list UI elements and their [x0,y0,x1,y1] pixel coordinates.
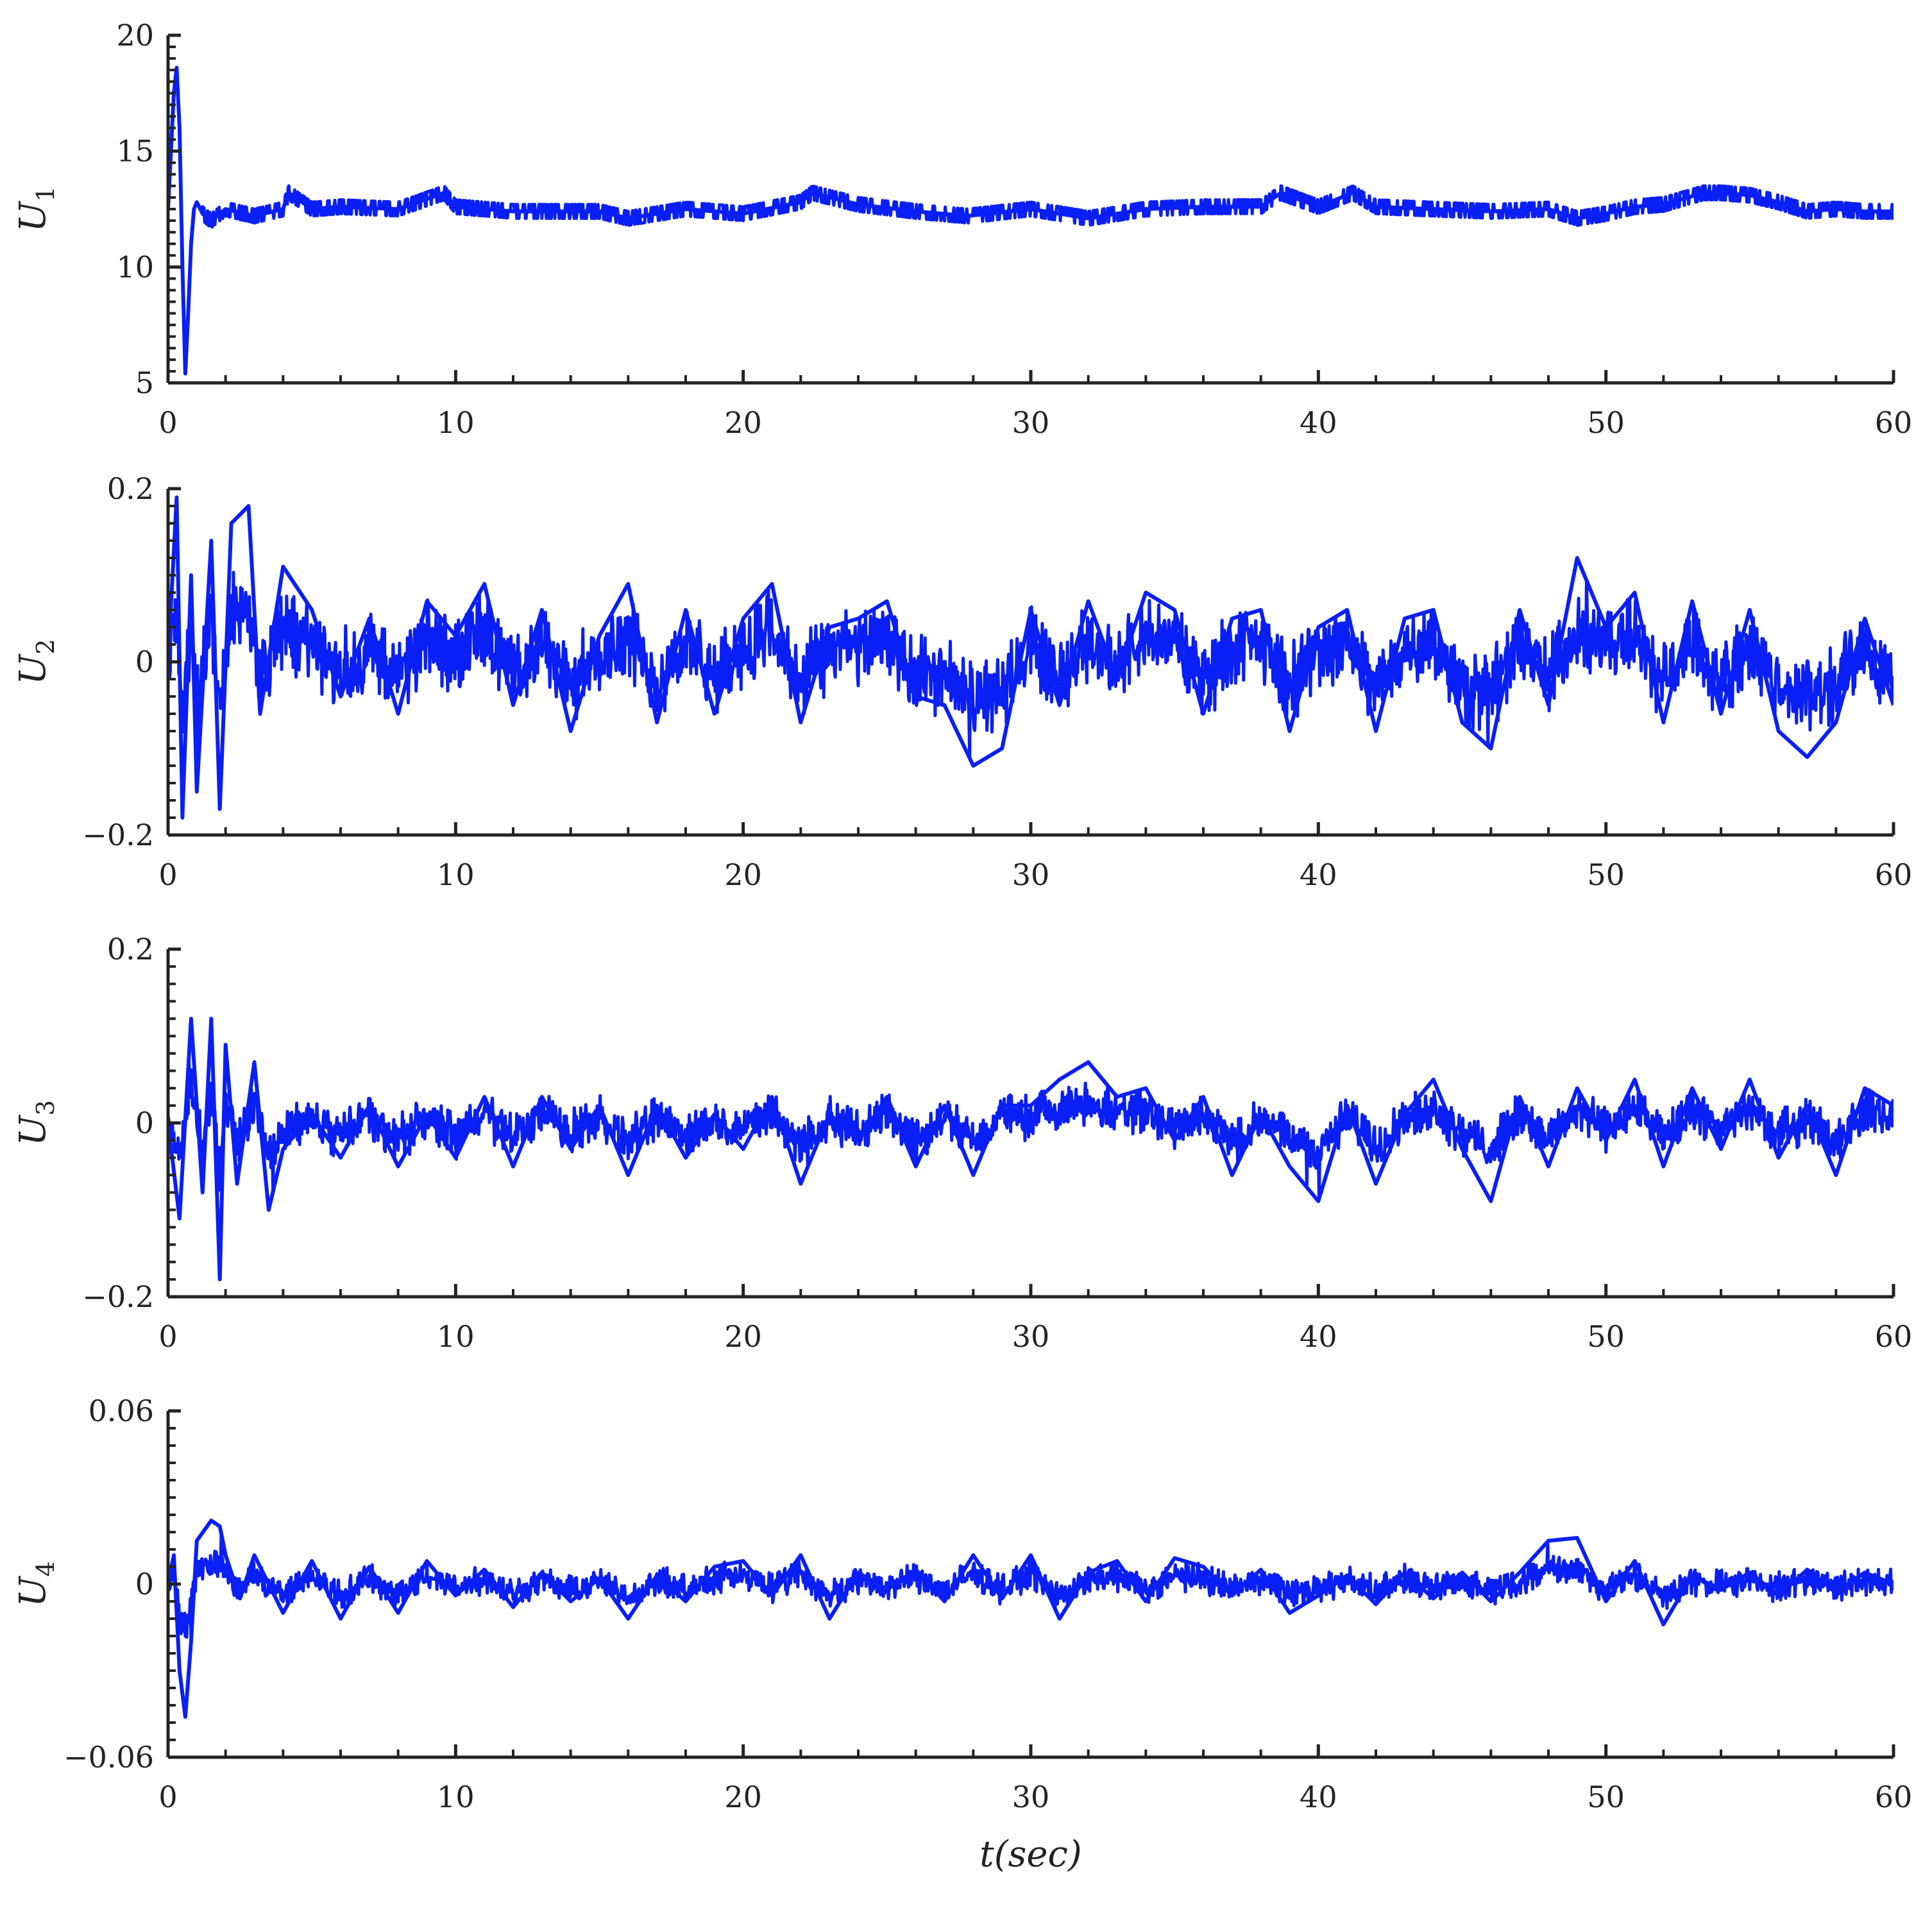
y-tick-label: 10 [116,249,154,284]
subplot-1: 0 10 20 30 40 50 60 5 10 15 20 U1 [12,18,1912,440]
x-tick-label: 10 [437,1319,475,1354]
x-tick-label: 50 [1587,1319,1625,1354]
x-tick-label: 20 [724,857,762,892]
x-tick-label: 40 [1300,1780,1337,1814]
x-tick-label: 60 [1875,857,1913,892]
y-axis-label: U1 [12,186,60,232]
y-tick-label: 0 [135,1106,154,1140]
x-tick-label: 50 [1587,1780,1625,1814]
x-tick-label: 10 [437,405,475,440]
x-tick-label: 30 [1012,1780,1050,1814]
x-tick-label: 20 [724,405,762,440]
y-axis-label: U4 [12,1561,60,1607]
x-tick-label: 10 [437,1780,475,1814]
series-line-u2 [168,571,1894,768]
y-axis-label: U3 [12,1100,60,1145]
x-tick-label: 0 [158,405,177,440]
y-tick-label: 0.2 [107,932,154,966]
subplot-2: 0 10 20 30 40 50 60−0.200.2U2 [12,471,1912,892]
series-envelope-u3 [168,1016,1894,1281]
y-tick-label: −0.06 [64,1740,154,1775]
x-tick-label: 10 [437,857,475,892]
y-tick-label: 0.06 [89,1394,154,1428]
y-tick-label: −0.2 [82,1279,154,1314]
x-tick-label: 0 [158,1319,177,1354]
x-tick-label: 30 [1012,405,1050,440]
y-tick-label: 20 [116,18,154,53]
series-envelope-u2 [168,495,1894,820]
x-tick-label: 50 [1587,857,1625,892]
x-tick-label: 50 [1587,405,1625,440]
x-tick-label: 40 [1300,405,1337,440]
subplot-3: 0 10 20 30 40 50 60−0.200.2U3 [12,932,1912,1354]
series-envelope-u4 [168,1519,1894,1719]
x-tick-label: 20 [724,1780,762,1814]
x-tick-label: 60 [1875,1319,1913,1354]
series-line-u3 [168,1054,1894,1201]
x-tick-label: 30 [1012,857,1050,892]
y-axis-label: U2 [12,639,60,684]
x-tick-label: 60 [1875,1780,1913,1814]
y-tick-label: −0.2 [82,818,154,852]
y-tick-label: 5 [135,366,154,400]
x-tick-label: 40 [1300,857,1337,892]
x-tick-label: 0 [158,1780,177,1814]
x-tick-label: 20 [724,1319,762,1354]
series-envelope-u1 [168,65,1894,376]
x-tick-label: 30 [1012,1319,1050,1354]
x-tick-label: 60 [1875,405,1913,440]
x-tick-label: 0 [158,857,177,892]
x-axis-label: t(sec) [979,1834,1081,1875]
y-tick-label: 0 [135,645,154,679]
y-tick-label: 0.2 [107,471,154,506]
y-tick-label: 15 [116,134,154,169]
x-tick-label: 40 [1300,1319,1337,1354]
y-tick-label: 0 [135,1567,154,1601]
